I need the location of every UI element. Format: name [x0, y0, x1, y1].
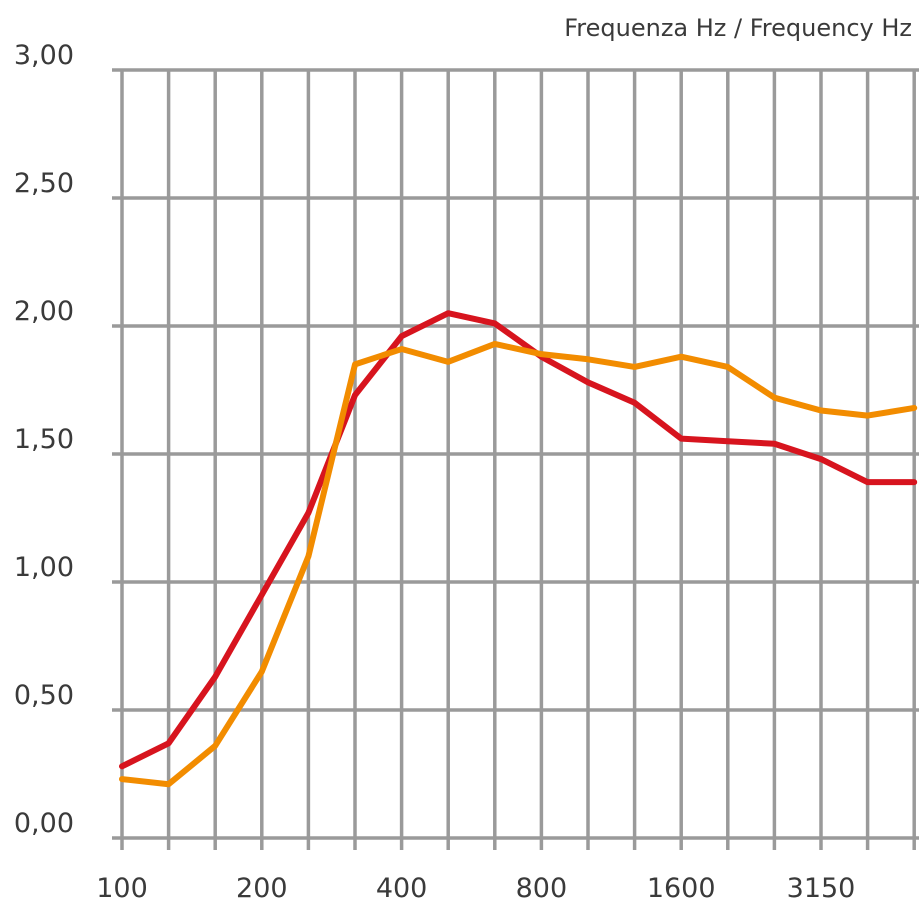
y-tick-label: 1,00: [14, 552, 74, 583]
x-tick-label: 1600: [647, 873, 716, 904]
x-tick-label: 400: [376, 873, 428, 904]
y-tick-label: 2,00: [14, 296, 74, 327]
x-axis-title: Frequenza Hz / Frequency Hz: [564, 14, 912, 42]
y-tick-label: 2,50: [14, 168, 74, 199]
y-tick-label: 1,50: [14, 424, 74, 455]
x-tick-label: 200: [236, 873, 288, 904]
y-tick-label: 0,50: [14, 680, 74, 711]
y-tick-label: 0,00: [14, 808, 74, 839]
x-tick-labels: 100 200 400 800 1600 3150: [96, 873, 855, 904]
y-tick-labels: 3,00 2,50 2,00 1,50 1,00 0,50 0,00: [14, 40, 74, 839]
y-tick-label: 3,00: [14, 40, 74, 71]
y-grid: [112, 68, 919, 840]
series-layer: [119, 310, 918, 788]
series-line-2: [119, 340, 918, 788]
x-tick-label: 800: [516, 873, 568, 904]
series-line-1: [119, 310, 918, 770]
x-grid: [120, 70, 916, 850]
x-tick-label: 100: [96, 873, 148, 904]
x-tick-label: 3150: [787, 873, 856, 904]
